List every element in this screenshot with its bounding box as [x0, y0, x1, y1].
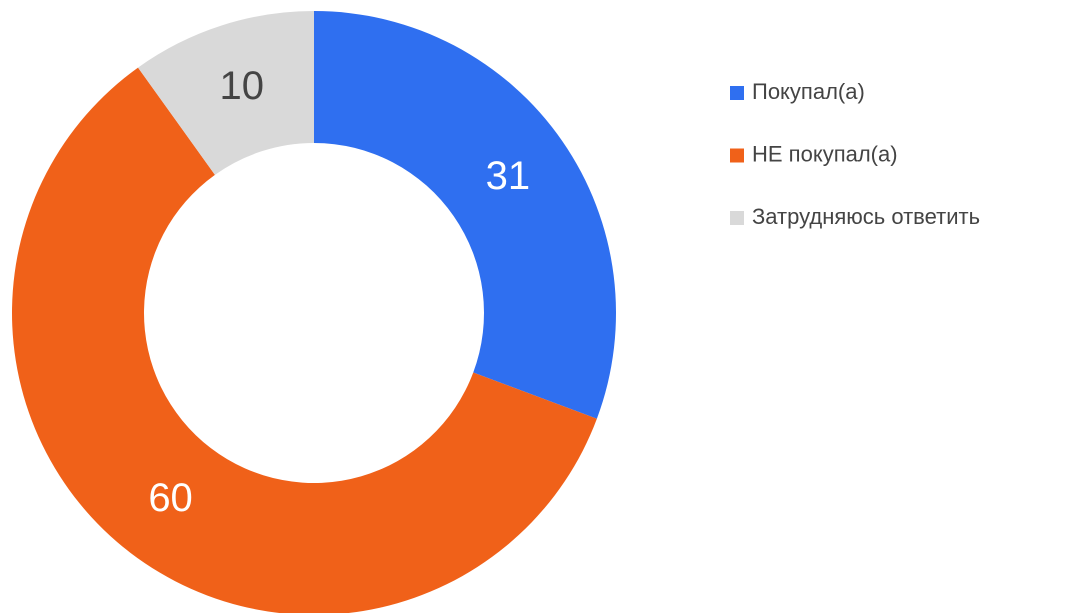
legend-swatch: [730, 148, 744, 163]
donut-slice: [314, 11, 617, 419]
legend-swatch: [730, 211, 744, 225]
data-label: 60: [148, 476, 193, 520]
data-label: 10: [220, 64, 265, 108]
legend-label: Затрудняюсь ответить: [752, 204, 980, 229]
donut-slice: [138, 11, 314, 175]
data-label: 31: [486, 154, 531, 198]
legend-label: НЕ покупал(а): [752, 141, 898, 166]
donut-slice: [12, 67, 597, 613]
legend-swatch: [730, 86, 744, 100]
legend-label: Покупал(а): [752, 79, 865, 104]
